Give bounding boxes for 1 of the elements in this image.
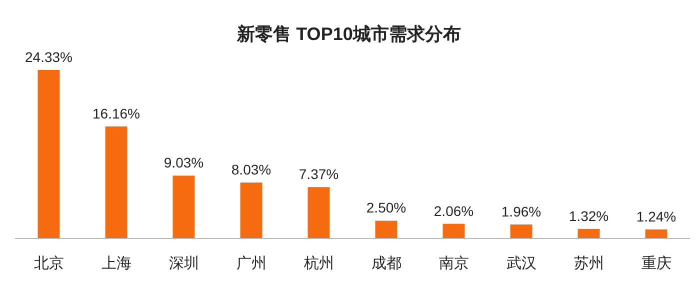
title: 新零售 TOP10城市需求分布	[237, 24, 461, 44]
